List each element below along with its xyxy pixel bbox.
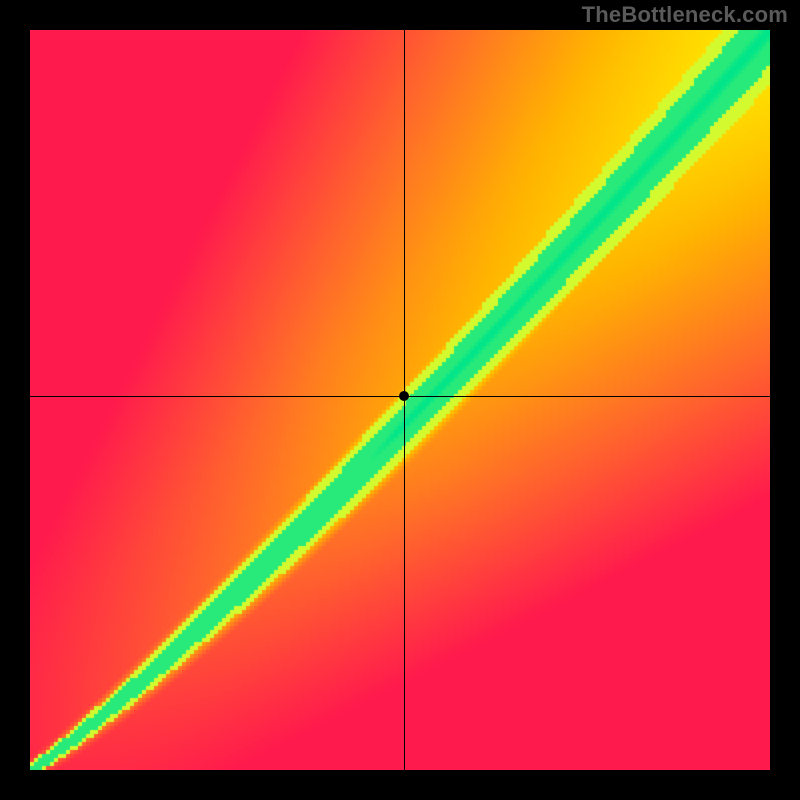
- crosshair-marker-dot: [399, 391, 409, 401]
- heatmap-plot: [30, 30, 770, 770]
- watermark-text: TheBottleneck.com: [582, 2, 788, 28]
